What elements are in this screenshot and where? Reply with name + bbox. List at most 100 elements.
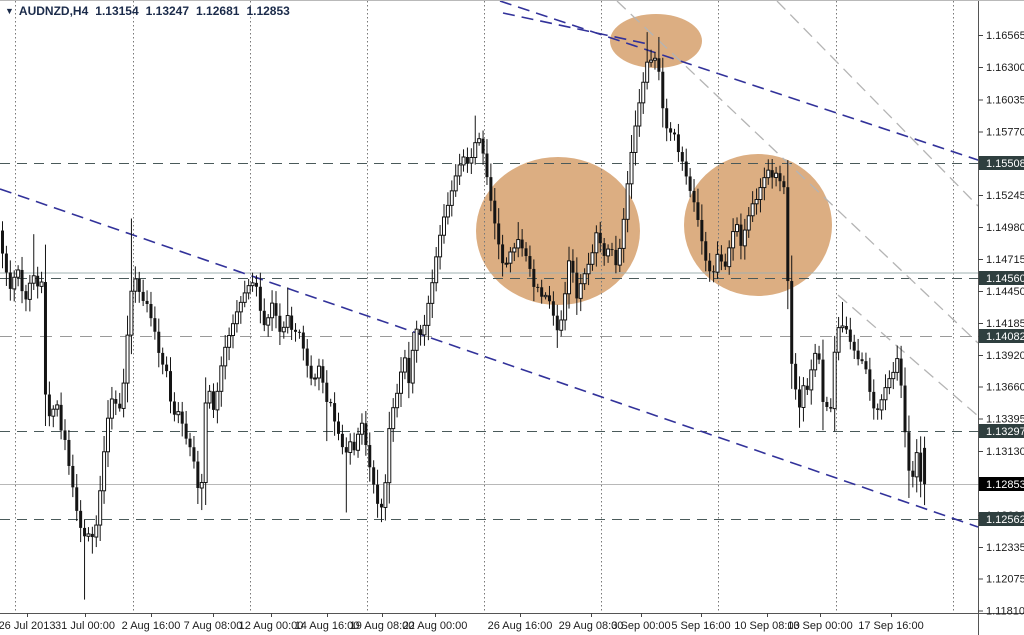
candle-body	[176, 411, 181, 416]
candle-body	[137, 278, 141, 292]
time-axis[interactable]: 26 Jul 2013 31 Jul 00:00 2 Aug 16:00 7 Aug …	[0, 613, 924, 632]
candle-body	[563, 293, 568, 321]
candle-body	[868, 369, 872, 392]
candle-body	[258, 286, 262, 311]
candle-body	[12, 276, 17, 290]
chart-menu-icon[interactable]: ▼	[5, 6, 14, 16]
candle-body	[321, 366, 325, 383]
candle-body	[700, 219, 704, 242]
candle-body	[754, 198, 759, 205]
symbol-title[interactable]: ▼ AUDNZD,H4 1.13154 1.13247 1.12681 1.12853	[5, 4, 290, 18]
candle-body	[305, 348, 309, 366]
candle-body	[203, 402, 208, 484]
candle-body	[161, 352, 165, 365]
candle-body	[614, 249, 618, 266]
price-level-badge-label: 1.15508	[986, 158, 1024, 170]
candle-body	[102, 451, 107, 492]
candle-body	[309, 365, 313, 379]
price-axis-label: 1.13395	[986, 414, 1024, 426]
price-level-badge-label: 1.12562	[986, 514, 1024, 526]
candle-body	[301, 332, 305, 349]
candle-body	[352, 441, 356, 451]
price-axis-label: 1.11810	[986, 605, 1024, 617]
candle-body	[387, 428, 392, 484]
candle-body	[540, 287, 544, 297]
candle-body	[645, 61, 650, 83]
candle-body	[67, 439, 71, 466]
candle-body	[59, 404, 63, 431]
candle-body	[852, 341, 856, 351]
candle-body	[629, 151, 634, 185]
candle-body	[848, 329, 852, 342]
price-axis[interactable]: 1.16565 1.16300 1.16035 1.15770 1.15245 1.149…	[978, 30, 1024, 617]
candle-body	[766, 169, 771, 179]
candle-body	[652, 57, 657, 61]
candle-body	[798, 389, 802, 408]
candle-body	[316, 365, 321, 379]
candle-body	[83, 527, 87, 537]
candle-body	[543, 294, 548, 298]
candle-body	[465, 156, 469, 164]
candle-body	[606, 248, 611, 257]
price-level-badge	[979, 156, 1024, 170]
price-axis-label: 1.12075	[986, 573, 1024, 585]
price-axis-label: 1.16565	[986, 30, 1024, 42]
candle-body	[762, 177, 767, 189]
candle-body	[801, 385, 806, 408]
candle-body	[285, 315, 290, 328]
candle-body	[919, 452, 923, 482]
candle-body	[157, 331, 161, 353]
candle-body	[625, 183, 630, 220]
price-level-badge-label: 1.14082	[986, 331, 1024, 343]
candle-body	[8, 272, 12, 289]
candle-body	[141, 291, 145, 301]
candle-body	[735, 224, 740, 233]
candle-body	[520, 239, 524, 249]
candle-body	[441, 216, 446, 236]
candle-body	[297, 331, 301, 333]
candle-body	[708, 260, 712, 272]
candle-body	[207, 390, 212, 404]
candle-body	[809, 369, 814, 391]
candle-body	[71, 465, 75, 488]
candle-body	[344, 447, 348, 453]
candle-body	[536, 286, 540, 288]
quote-close: 1.12853	[246, 4, 290, 18]
candle-body	[246, 285, 251, 294]
steep-gray-line-1	[616, 1, 979, 344]
candle-body	[180, 411, 184, 424]
candle-body	[449, 190, 454, 206]
candle-body	[739, 224, 743, 246]
candle-body	[16, 269, 21, 278]
candle-body	[891, 371, 896, 380]
candle-body	[551, 301, 555, 316]
candle-body	[586, 263, 591, 275]
candle-body	[719, 254, 723, 262]
candle-body	[368, 445, 372, 468]
quote-open: 1.13154	[95, 4, 139, 18]
candle-body	[383, 482, 388, 508]
candle-body	[680, 152, 684, 162]
price-axis-label: 1.13920	[986, 350, 1024, 362]
time-axis-label: 14 Aug 16:00	[295, 620, 360, 632]
candle-body	[778, 173, 782, 182]
candle-body	[227, 334, 232, 348]
candle-body	[742, 229, 747, 247]
price-axis-label: 1.14715	[986, 254, 1024, 266]
trend-lines	[0, 1, 991, 528]
candle-body	[414, 328, 419, 351]
candle-body	[688, 176, 692, 191]
candle-body	[872, 391, 876, 409]
candle-body	[676, 134, 680, 153]
candle-body	[129, 290, 134, 336]
candle-body	[242, 292, 247, 303]
candle-body	[24, 291, 28, 300]
price-axis-label: 1.15770	[986, 126, 1024, 138]
candle-body	[55, 404, 60, 410]
candle-body	[274, 303, 278, 316]
left-shoulder-highlight	[476, 157, 640, 305]
candle-body	[860, 359, 864, 362]
